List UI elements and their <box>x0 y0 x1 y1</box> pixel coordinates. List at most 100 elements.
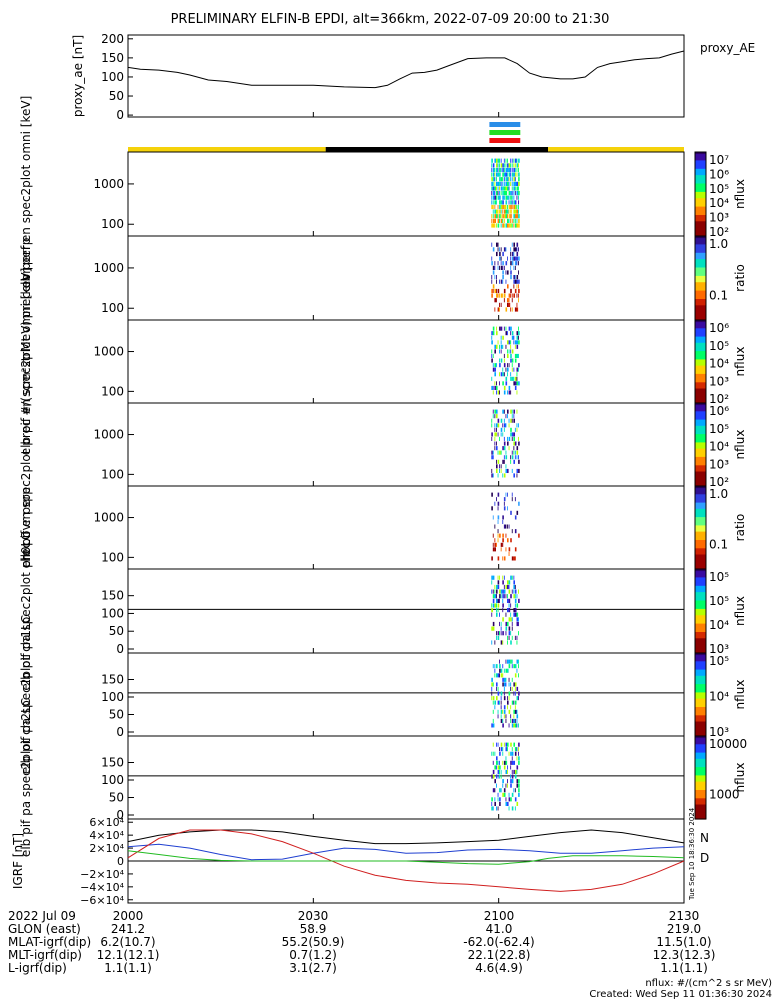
colorbar-band <box>695 758 706 762</box>
spectrogram-cell <box>514 177 516 182</box>
spectrogram-cell <box>513 376 515 381</box>
spectrogram-cell <box>510 659 512 664</box>
spectrogram-cell <box>518 167 519 173</box>
spectrogram-cell <box>497 293 499 298</box>
colorbar-label: 10² <box>709 392 729 406</box>
spectrogram-cell <box>518 423 519 428</box>
panel-ylabel: prec ovr perp <box>19 238 33 319</box>
spectrogram-cell <box>505 621 508 627</box>
colorbar-band <box>695 225 706 229</box>
spectrogram-cell <box>492 172 495 177</box>
spectrogram-cell <box>496 177 497 182</box>
spectrogram-cell <box>508 298 510 303</box>
spectrogram-cell <box>510 307 512 312</box>
spectrogram-cell <box>494 664 496 669</box>
colorbar-band <box>695 409 706 412</box>
spectrogram-cell <box>502 167 504 173</box>
spectrogram-cell <box>499 575 500 580</box>
spectrogram-cell <box>510 218 512 223</box>
colorbar-band <box>695 411 706 414</box>
spectrogram-cell <box>510 275 512 280</box>
colorbar-band <box>695 477 706 481</box>
spectrogram-cell <box>497 765 500 770</box>
spectrogram-cell <box>511 218 513 223</box>
colorbar-band <box>695 191 706 195</box>
spectrogram-cell <box>505 612 507 617</box>
spectrogram-cell <box>503 353 505 358</box>
colorbar-title: nflux <box>733 596 747 626</box>
spectrogram-cell <box>508 423 510 428</box>
spectrogram-cell <box>516 204 518 210</box>
colorbar-band <box>695 808 706 812</box>
spectrogram-cell <box>503 506 506 511</box>
spectrogram-cell <box>497 774 499 779</box>
colorbar-band <box>695 667 706 671</box>
colorbar-band <box>695 158 706 161</box>
spectrogram-cell <box>503 575 505 580</box>
spectrogram-cell <box>516 686 519 691</box>
spectrogram-cell <box>516 218 518 223</box>
colorbar-band <box>695 544 706 547</box>
spectrogram-cell <box>502 218 504 223</box>
spectrogram-cell <box>492 594 495 599</box>
spectrogram-cell <box>508 200 510 205</box>
spectrogram-cell <box>510 418 512 423</box>
panel-ytick-label: 1000 <box>93 428 124 442</box>
colorbar-band <box>695 744 706 747</box>
spectrogram-cell <box>505 172 508 177</box>
colorbar-band <box>695 806 706 810</box>
igrf-series-line-3 <box>127 829 685 892</box>
colorbar-band <box>695 638 706 641</box>
colorbar-band <box>695 187 706 191</box>
spectrogram-cell <box>510 195 512 200</box>
colorbar-label: 10³ <box>709 725 729 739</box>
spectrogram-cell <box>497 265 499 270</box>
colorbar-band <box>695 405 706 408</box>
ephem-value: 55.2(50.9) <box>282 935 345 949</box>
spectrogram-cells <box>491 575 520 645</box>
spectrogram-cell <box>503 358 505 363</box>
spectrogram-cell <box>499 751 501 756</box>
spectrogram-cell <box>497 195 500 200</box>
colorbar-band <box>695 221 706 224</box>
spectrogram-cell <box>496 446 498 451</box>
spectrogram-cell <box>508 390 511 395</box>
spectrogram-cell <box>500 718 503 723</box>
spectrogram-cell <box>514 556 516 561</box>
spectrogram-cell <box>516 423 518 428</box>
spectrogram-cell <box>496 427 497 432</box>
spectrogram-cell <box>518 172 520 177</box>
spectrogram-cell <box>518 779 520 784</box>
spectrogram-cell <box>502 664 504 669</box>
colorbar-band <box>695 160 706 164</box>
spectrogram-cell <box>494 363 496 368</box>
spectrogram-cell <box>496 468 498 473</box>
spectrogram-cell <box>494 432 496 437</box>
spectrogram-cell <box>507 524 508 529</box>
ephem-row-label: MLT-igrf(dip) <box>8 948 82 962</box>
spectrogram-cell <box>491 436 493 441</box>
spectrogram-cell <box>507 163 509 168</box>
spectrogram-cell <box>496 390 497 395</box>
spectrogram-cell <box>500 247 502 252</box>
colorbar-band <box>695 502 706 506</box>
spectrogram-cell <box>518 742 520 747</box>
spectrogram-cell <box>511 367 513 372</box>
spectrogram-cell <box>514 181 517 186</box>
spectrogram-cell <box>503 524 506 529</box>
spectrogram-cell <box>499 172 501 177</box>
spectrogram-cell <box>494 288 496 294</box>
spectrogram-cell <box>511 293 513 298</box>
spectrogram-cell <box>491 256 493 261</box>
spectrogram-cell <box>516 714 519 719</box>
spectrogram-cell <box>518 223 520 228</box>
colorbar-band <box>695 686 706 689</box>
colorbar-band <box>695 606 706 610</box>
panel-frame <box>127 485 685 570</box>
colorbar-band <box>695 423 706 427</box>
spectrogram-cell <box>505 191 508 196</box>
spectrogram-cell <box>494 779 496 784</box>
ephem-value: 22.1(22.8) <box>468 948 531 962</box>
colorbar-band <box>695 814 706 818</box>
spectrogram-cell <box>492 533 494 538</box>
